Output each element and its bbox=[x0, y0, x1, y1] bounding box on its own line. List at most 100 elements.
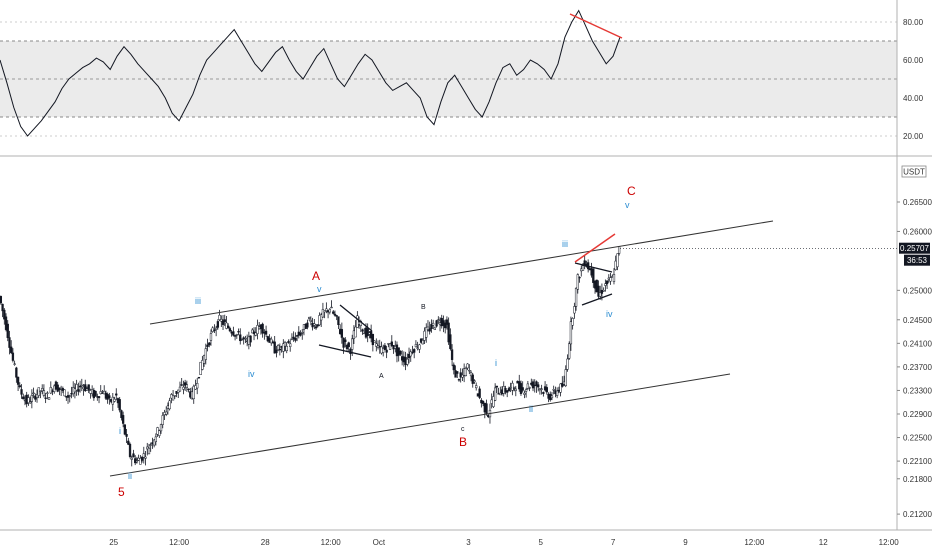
candle-body bbox=[576, 274, 579, 290]
candle-body bbox=[178, 386, 182, 392]
candle-body bbox=[466, 363, 469, 369]
triangle-a-upper bbox=[339, 304, 373, 332]
candlestick-series bbox=[0, 246, 897, 467]
candle-body bbox=[97, 396, 101, 399]
candle-body bbox=[42, 390, 46, 396]
candle-body bbox=[537, 384, 540, 388]
candle-body bbox=[3, 309, 6, 320]
channel-lower-line[interactable] bbox=[109, 373, 731, 477]
candle-body bbox=[345, 344, 349, 350]
wave-label-mini-c: c bbox=[461, 426, 465, 433]
candle-body bbox=[8, 337, 11, 348]
currency-label: USDT bbox=[903, 168, 925, 177]
time-tick-label: 25 bbox=[109, 538, 118, 547]
candle-body bbox=[347, 342, 350, 347]
candle-body bbox=[413, 349, 416, 353]
candle-body bbox=[251, 329, 254, 334]
candle-body bbox=[356, 315, 359, 328]
candle-body bbox=[437, 319, 440, 321]
candle-body bbox=[456, 371, 459, 374]
price-y-axis[interactable]: 0.21200 0.21800 0.22100 0.22500 0.22900 0.233… bbox=[897, 198, 932, 519]
candle-body bbox=[10, 346, 13, 353]
candle-body bbox=[573, 306, 576, 314]
candle-body bbox=[227, 325, 230, 328]
candle-body bbox=[123, 424, 127, 435]
candle-body bbox=[542, 392, 545, 394]
candle-body bbox=[433, 327, 437, 330]
channel-upper-line[interactable] bbox=[149, 220, 774, 325]
candle-body bbox=[223, 319, 226, 323]
candle-body bbox=[139, 458, 142, 465]
candle-body bbox=[335, 315, 338, 317]
candle-body bbox=[201, 360, 204, 370]
candle-body bbox=[351, 338, 354, 350]
candle-body bbox=[301, 332, 304, 334]
candle-body bbox=[256, 325, 259, 334]
candle-body bbox=[130, 457, 133, 460]
candle-body bbox=[447, 322, 450, 343]
candle-body bbox=[44, 397, 47, 399]
candle-body bbox=[216, 321, 220, 328]
candle-body bbox=[270, 338, 273, 344]
candle-body bbox=[113, 398, 116, 402]
candle-body bbox=[388, 343, 392, 350]
oscillator-y-axis: 20.00 40.00 60.00 80.00 bbox=[903, 18, 924, 141]
candle-body bbox=[275, 349, 278, 354]
candle-body bbox=[183, 382, 187, 386]
time-axis[interactable]: 25 12:00 28 12:00 Oct 3 5 7 9 12:00 12 12:00 bbox=[109, 538, 899, 547]
wave-label-mini-b: B bbox=[421, 304, 426, 311]
candle-body bbox=[571, 318, 574, 326]
candle-body bbox=[294, 338, 297, 341]
candle-body bbox=[524, 389, 528, 392]
candle-body bbox=[574, 287, 578, 307]
candle-body bbox=[121, 415, 125, 424]
candle-body bbox=[13, 363, 16, 365]
candle-body bbox=[282, 343, 285, 352]
wave-label-i-right: i bbox=[495, 358, 497, 368]
candle-body bbox=[32, 392, 35, 395]
candle-body bbox=[535, 381, 538, 387]
candle-body bbox=[521, 387, 524, 391]
wave-label-ii-left: ii bbox=[128, 471, 132, 481]
time-tick-label: 5 bbox=[539, 538, 544, 547]
candle-body bbox=[328, 309, 331, 313]
candle-body bbox=[232, 331, 235, 336]
candle-body bbox=[132, 453, 135, 458]
candle-body bbox=[237, 331, 240, 333]
candle-body bbox=[507, 388, 511, 392]
time-tick-label: 28 bbox=[261, 538, 270, 547]
candle-body bbox=[469, 372, 473, 377]
price-tick-label: 0.23700 bbox=[903, 363, 932, 372]
candle-body bbox=[4, 316, 8, 330]
candle-body bbox=[309, 319, 313, 323]
candle-body bbox=[11, 352, 15, 361]
candle-body bbox=[600, 289, 604, 294]
candle-body bbox=[609, 277, 612, 282]
candle-body bbox=[77, 389, 80, 392]
price-tick-label: 0.26000 bbox=[903, 227, 932, 236]
candle-body bbox=[540, 388, 543, 390]
price-tick-label: 0.22900 bbox=[903, 410, 932, 419]
time-tick-label: 9 bbox=[683, 538, 688, 547]
candle-body bbox=[428, 328, 431, 332]
candle-body bbox=[125, 434, 128, 437]
candle-body bbox=[46, 392, 49, 394]
wave-label-c: C bbox=[627, 184, 636, 198]
price-tick-label: 0.24100 bbox=[903, 339, 932, 348]
candle-body bbox=[568, 343, 571, 359]
candle-body bbox=[128, 443, 132, 457]
price-tick-label: 0.21800 bbox=[903, 475, 932, 484]
countdown-box bbox=[904, 254, 930, 266]
candle-body bbox=[94, 390, 97, 396]
time-tick-label: 12:00 bbox=[879, 538, 900, 547]
candle-body bbox=[399, 351, 402, 355]
candle-body bbox=[340, 329, 344, 338]
wave-label-iv-left: iv bbox=[248, 369, 255, 379]
wave-label-a: A bbox=[312, 269, 320, 283]
candle-body bbox=[39, 390, 42, 393]
candle-body bbox=[330, 306, 333, 309]
candle-body bbox=[295, 335, 299, 337]
candle-body bbox=[616, 253, 619, 268]
candle-body bbox=[285, 346, 288, 352]
